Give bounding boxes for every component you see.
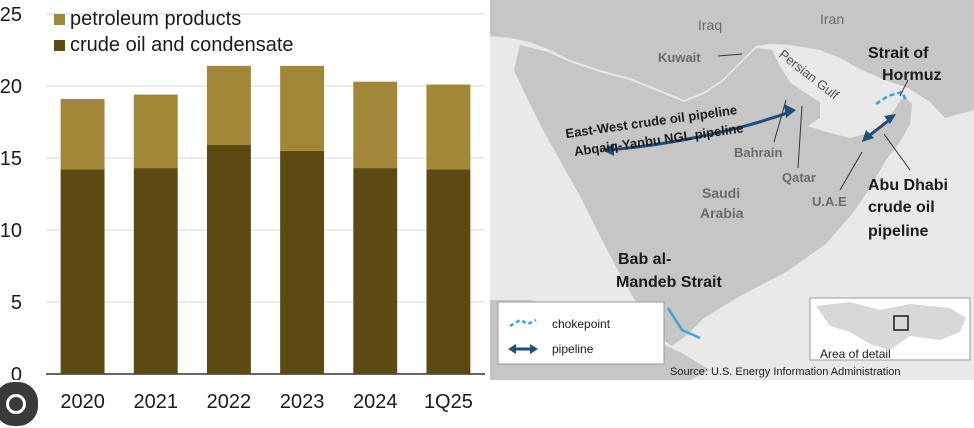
label-abu-3: pipeline bbox=[868, 223, 929, 240]
bar-segment bbox=[280, 65, 325, 151]
pipeline-arrowhead-east bbox=[784, 104, 796, 118]
y-tick-label: 20 bbox=[0, 76, 22, 98]
qatar-leader bbox=[797, 105, 803, 169]
bar-segment bbox=[353, 168, 398, 374]
chart-svg: 0 5 10 15 20 25 2020 2021 2022 2023 2024 1Q25 petro… bbox=[0, 4, 485, 413]
label-arabia: Arabia bbox=[700, 205, 744, 221]
hormuz-leader bbox=[899, 79, 909, 97]
bahrain-leader bbox=[773, 99, 787, 143]
inset-area-rect bbox=[893, 315, 909, 331]
y-tick-label: 0 bbox=[11, 364, 22, 386]
bar-segment bbox=[206, 145, 251, 374]
land-north bbox=[490, 0, 974, 118]
kuwait-leader bbox=[717, 53, 743, 57]
bar-segment bbox=[133, 94, 178, 169]
y-tick-label: 25 bbox=[0, 4, 22, 26]
legend-label: crude oil and condensate bbox=[70, 34, 294, 56]
x-tick-label: 2024 bbox=[353, 391, 398, 413]
label-area-of-detail: Area of detail bbox=[820, 347, 891, 361]
bar-segment bbox=[353, 81, 398, 169]
abu-arrow-sw bbox=[862, 130, 874, 142]
label-abu-2: crude oil bbox=[868, 199, 935, 216]
inset-land bbox=[816, 302, 966, 350]
legend-label: petroleum products bbox=[70, 8, 241, 30]
legend-swatch bbox=[54, 14, 65, 25]
legend-chokepoint-label: chokepoint bbox=[552, 317, 611, 331]
stacked-bar-chart: 0 5 10 15 20 25 2020 2021 2022 2023 2024 1Q25 petro… bbox=[0, 0, 490, 422]
label-hormuz-1: Strait of bbox=[868, 45, 929, 62]
legend-swatch bbox=[54, 40, 65, 51]
bar-segment bbox=[133, 168, 178, 374]
hormuz-chokepoint bbox=[875, 90, 908, 106]
y-tick-label: 10 bbox=[0, 220, 22, 242]
x-tick-label: 2023 bbox=[280, 391, 325, 413]
chokepoint-legend-icon bbox=[509, 318, 537, 328]
bar-segment bbox=[60, 98, 105, 170]
label-uae: U.A.E bbox=[812, 194, 847, 209]
x-tick-label: 2022 bbox=[207, 391, 252, 413]
label-hormuz-2: Hormuz bbox=[882, 67, 942, 84]
label-abu-1: Abu Dhabi bbox=[868, 177, 948, 194]
pipeline-legend-arrow-left bbox=[508, 344, 516, 354]
label-qatar: Qatar bbox=[782, 170, 816, 185]
bar-segment bbox=[60, 169, 105, 374]
label-iraq: Iraq bbox=[698, 17, 722, 33]
y-tick-label: 5 bbox=[11, 292, 22, 314]
map-svg: Iraq Iran Kuwait Persian Gulf Bahrain Qa… bbox=[490, 0, 974, 380]
label-saudi: Saudi bbox=[702, 185, 740, 201]
label-iran: Iran bbox=[820, 11, 844, 27]
label-bahrain: Bahrain bbox=[734, 145, 782, 160]
map-legend-box bbox=[497, 301, 665, 365]
lens-button[interactable] bbox=[0, 380, 40, 428]
map-source: Source: U.S. Energy Information Administ… bbox=[670, 366, 901, 378]
east-west-pipeline-route bbox=[607, 110, 791, 152]
bar-segment bbox=[426, 84, 471, 170]
abu-arrow-ne bbox=[884, 114, 896, 124]
label-kuwait: Kuwait bbox=[658, 50, 701, 65]
uae-leader bbox=[839, 151, 863, 191]
bar-segment bbox=[280, 150, 325, 374]
bab-al-mandeb-chokepoint bbox=[666, 307, 701, 340]
pipeline-legend-arrow-right bbox=[530, 344, 538, 354]
legend-pipeline-label: pipeline bbox=[552, 342, 594, 356]
land-arabia bbox=[514, 45, 912, 346]
x-tick-label: 2020 bbox=[60, 391, 105, 413]
y-tick-label: 15 bbox=[0, 148, 22, 170]
pipeline-arrowhead-west bbox=[602, 144, 614, 156]
bar-segment bbox=[426, 169, 471, 374]
lens-icon bbox=[6, 394, 26, 414]
middle-east-map: Iraq Iran Kuwait Persian Gulf Bahrain Qa… bbox=[490, 0, 974, 380]
x-tick-label: 2021 bbox=[134, 391, 179, 413]
label-bab-2: Mandeb Strait bbox=[616, 274, 722, 291]
label-bab-1: Bab al- bbox=[618, 251, 671, 268]
x-tick-label: 1Q25 bbox=[424, 391, 473, 413]
bar-segment bbox=[206, 65, 251, 146]
abu-leader bbox=[883, 133, 911, 171]
